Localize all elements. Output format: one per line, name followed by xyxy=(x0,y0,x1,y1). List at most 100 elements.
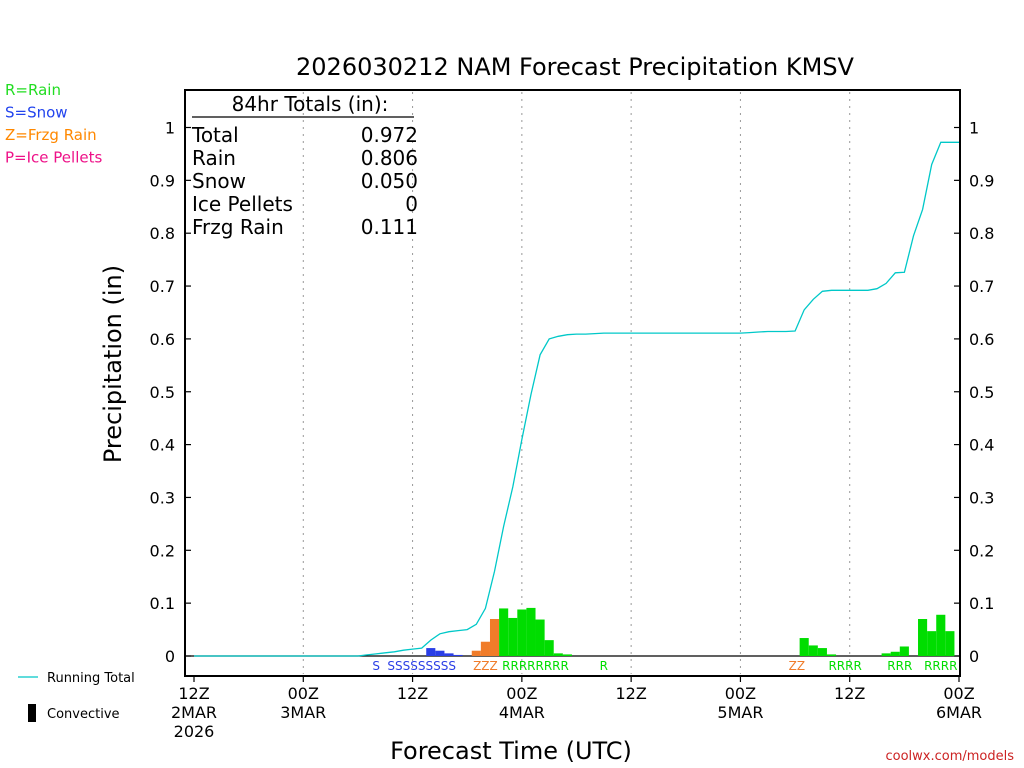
totals-label: Total xyxy=(191,123,239,147)
x-tick-label: 00Z xyxy=(288,684,319,703)
precip-bar xyxy=(799,638,809,656)
legend-convective: Convective xyxy=(47,707,120,722)
y-tick-label: 0.2 xyxy=(150,541,175,560)
precip-type-markers: S SSSSSSSSS ZZZ RRRRRRRR R ZZ RRRR RRR RRRR xyxy=(372,659,957,673)
precip-bar xyxy=(471,650,481,656)
precip-bar xyxy=(808,645,818,656)
precip-bar xyxy=(489,619,500,656)
x-tick-label: 00Z xyxy=(725,684,756,703)
totals-label: Ice Pellets xyxy=(192,192,293,216)
y-tick-label: 0.1 xyxy=(150,594,175,613)
y-tick-label: 0.9 xyxy=(150,171,175,190)
totals-value: 0.806 xyxy=(361,146,418,170)
precip-bar xyxy=(544,640,554,656)
precip-bar xyxy=(435,650,445,656)
totals-value: 0 xyxy=(405,192,418,216)
x-tick-label: 12Z xyxy=(178,684,209,703)
y-tick-label-right: 0.8 xyxy=(969,224,994,243)
convective-swatch xyxy=(28,704,36,722)
y-tick-label-right: 0.4 xyxy=(969,436,994,455)
x-tick-label: 12Z xyxy=(834,684,865,703)
precip-bar xyxy=(945,631,955,656)
y-tick-label: 0.4 xyxy=(150,436,175,455)
y-tick-label: 0.5 xyxy=(150,383,175,402)
precip-bar xyxy=(517,609,527,656)
precip-type-legend: R=Rain S=Snow Z=Frzg Rain P=Ice Pellets xyxy=(5,81,102,167)
precip-bar xyxy=(553,653,563,656)
type-marker: ZZZ xyxy=(473,659,498,673)
totals-header: 84hr Totals (in): xyxy=(232,92,389,116)
precip-bar xyxy=(499,608,509,656)
bottom-legend: Running Total Convective xyxy=(18,671,135,722)
x-tick-label: 00Z xyxy=(943,684,974,703)
x-tick-label: 2MAR xyxy=(171,703,217,722)
type-marker: R xyxy=(600,659,608,673)
y-axis: 0 0 0.1 0.1 0.2 0.2 0.3 0.3 0.4 0.4 0.5 0.5 0.6 0.6 0.… xyxy=(150,119,995,667)
y-tick-label-right: 0.2 xyxy=(969,541,994,560)
precip-bar xyxy=(899,646,909,656)
type-marker: ZZ xyxy=(789,659,805,673)
y-tick-label: 0.7 xyxy=(150,277,175,296)
x-tick-label: 4MAR xyxy=(499,703,545,722)
type-marker: RRR xyxy=(887,659,912,673)
totals-value: 0.050 xyxy=(361,169,418,193)
totals-label: Rain xyxy=(192,146,236,170)
type-marker: RRRRRRRR xyxy=(502,659,569,673)
x-tick-label: 6MAR xyxy=(936,703,982,722)
y-tick-label-right: 0.1 xyxy=(969,594,994,613)
y-tick-label-right: 0.7 xyxy=(969,277,994,296)
x-tick-label: 2026 xyxy=(174,722,215,741)
precip-bar xyxy=(535,619,545,656)
totals-label: Snow xyxy=(192,169,246,193)
x-tick-label: 3MAR xyxy=(280,703,326,722)
x-tick-label: 5MAR xyxy=(717,703,763,722)
totals-box: 84hr Totals (in): Total 0.972 Rain 0.806 Snow… xyxy=(191,92,418,239)
grid-lines xyxy=(302,92,851,674)
y-axis-label: Precipitation (in) xyxy=(99,265,127,463)
precip-bar xyxy=(562,654,572,656)
type-legend-item: S=Snow xyxy=(5,104,68,122)
y-tick-label-right: 0.9 xyxy=(969,171,994,190)
precip-bar xyxy=(817,648,827,656)
type-legend-item: Z=Frzg Rain xyxy=(5,126,97,144)
precip-bar xyxy=(918,619,928,656)
legend-running-total: Running Total xyxy=(47,671,135,686)
y-tick-label: 0 xyxy=(165,647,175,666)
x-tick-label: 12Z xyxy=(615,684,646,703)
y-tick-label: 0.8 xyxy=(150,224,175,243)
type-marker: S xyxy=(372,659,380,673)
totals-label: Frzg Rain xyxy=(192,215,284,239)
type-marker: RRRR xyxy=(924,659,957,673)
totals-value: 0.111 xyxy=(361,215,418,239)
running-total-line xyxy=(194,141,959,657)
precip-bar xyxy=(526,607,536,656)
precip-bar xyxy=(890,651,900,656)
precip-bars xyxy=(426,607,955,656)
precip-bar xyxy=(444,653,454,656)
totals-value: 0.972 xyxy=(361,123,418,147)
y-tick-label: 0.3 xyxy=(150,488,175,507)
y-tick-label-right: 0.3 xyxy=(969,488,994,507)
precip-bar xyxy=(881,653,891,656)
plot-frame xyxy=(184,89,961,677)
x-axis-label: Forecast Time (UTC) xyxy=(390,737,632,765)
type-legend-item: R=Rain xyxy=(5,81,61,99)
x-tick-label: 12Z xyxy=(397,684,428,703)
precip-bar xyxy=(927,631,937,656)
credit-text: coolwx.com/models xyxy=(885,749,1014,764)
type-legend-item: P=Ice Pellets xyxy=(5,149,102,167)
precip-bar xyxy=(826,654,837,656)
precip-bar xyxy=(480,641,490,656)
y-tick-label: 0.6 xyxy=(150,330,175,349)
x-tick-label: 00Z xyxy=(506,684,537,703)
precip-bar xyxy=(508,617,518,656)
y-tick-label-right: 0.5 xyxy=(969,383,994,402)
y-tick-label: 1 xyxy=(165,119,175,138)
precip-bar xyxy=(453,654,463,656)
chart-title: 2026030212 NAM Forecast Precipitation KM… xyxy=(296,53,855,81)
y-tick-label-right: 0 xyxy=(969,647,979,666)
y-tick-label-right: 0.6 xyxy=(969,330,994,349)
precip-bar xyxy=(426,648,436,656)
